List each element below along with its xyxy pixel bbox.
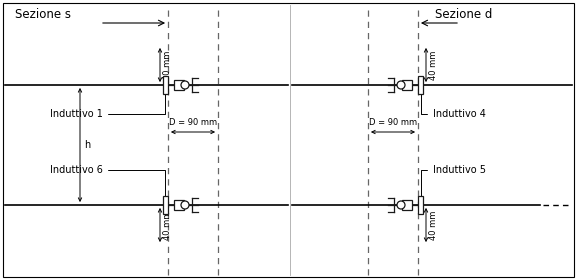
Text: D = 90 mm: D = 90 mm — [369, 118, 417, 127]
Circle shape — [397, 81, 405, 89]
Text: Induttivo 6: Induttivo 6 — [50, 165, 165, 196]
Text: Induttivo 5: Induttivo 5 — [421, 165, 486, 196]
Text: Induttivo 4: Induttivo 4 — [421, 94, 486, 119]
Circle shape — [181, 201, 189, 209]
Text: D = 90 mm: D = 90 mm — [169, 118, 217, 127]
Text: 40 mm: 40 mm — [163, 50, 172, 80]
Bar — [418, 76, 423, 94]
Bar — [163, 196, 168, 214]
Text: Induttivo 1: Induttivo 1 — [50, 94, 165, 119]
Text: Sezione d: Sezione d — [435, 8, 492, 21]
Bar — [174, 80, 184, 90]
Text: h: h — [84, 140, 90, 150]
Text: 40 mm: 40 mm — [429, 50, 438, 80]
Bar — [163, 76, 168, 94]
Bar — [418, 196, 423, 214]
Bar — [174, 200, 184, 210]
Bar — [402, 80, 412, 90]
Text: 40 mm: 40 mm — [163, 210, 172, 240]
Text: 40 mm: 40 mm — [429, 210, 438, 240]
Circle shape — [181, 81, 189, 89]
Circle shape — [397, 201, 405, 209]
Text: Sezione s: Sezione s — [15, 8, 71, 21]
Bar — [402, 200, 412, 210]
